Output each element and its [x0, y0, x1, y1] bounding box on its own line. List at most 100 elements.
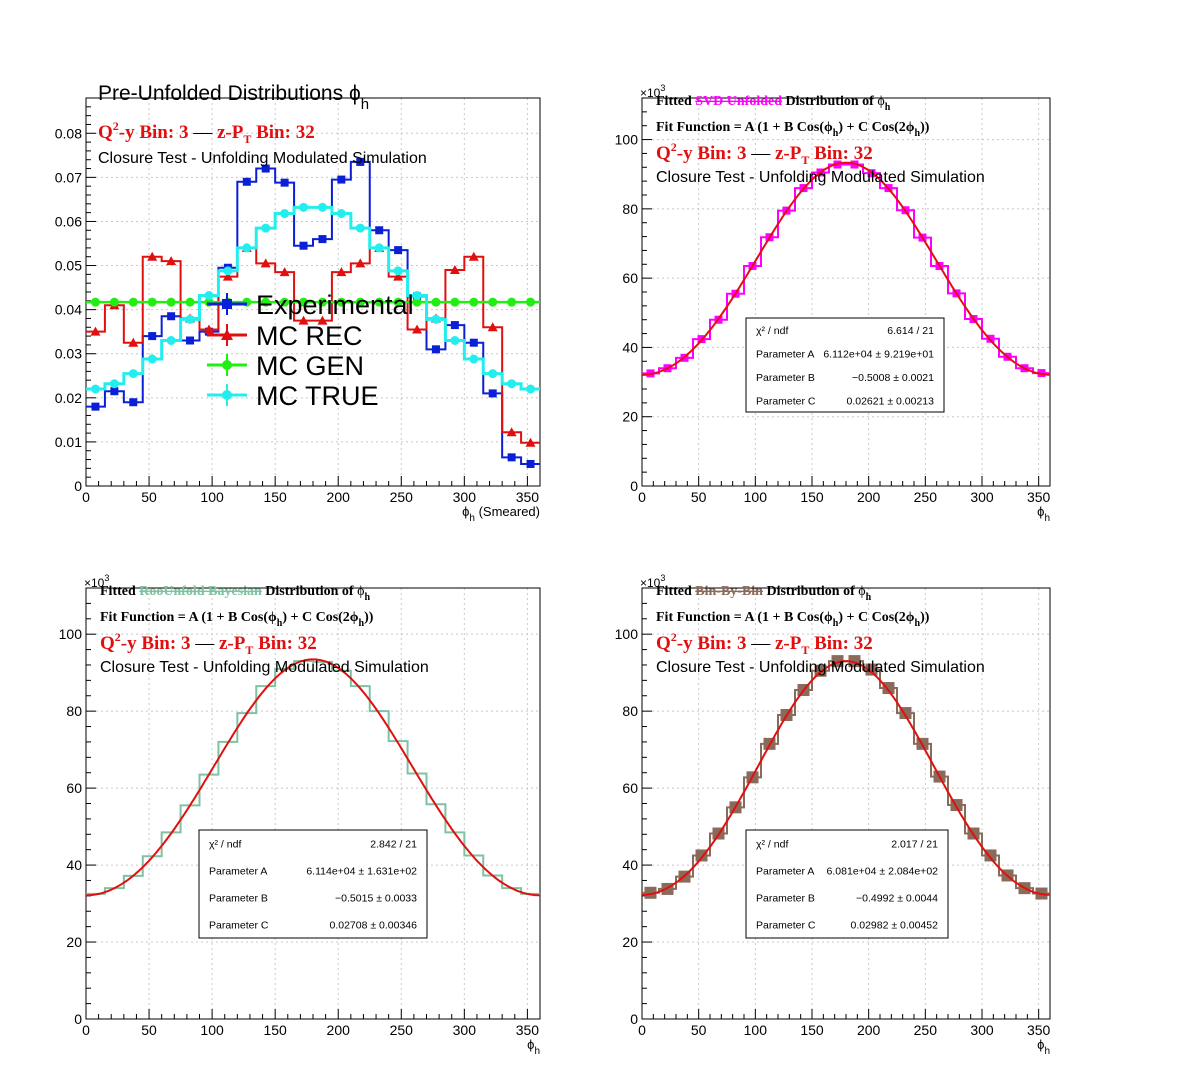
y-tick-label: 80 — [66, 703, 82, 719]
x-tick-label: 250 — [914, 1022, 938, 1038]
series-true-line — [86, 205, 540, 391]
fit-function-label: Fit Function = A (1 + B Cos(ϕh) + C Cos(… — [100, 610, 374, 629]
unfolded-point — [984, 849, 997, 862]
bin-label: Q2-y Bin: 3 — z-PT Bin: 32 — [98, 119, 315, 146]
panel-bin-by-bin: 0 50 100 150 200 250 300 350020406080100ϕh×103F… — [615, 573, 1051, 1057]
y-tick-label: 0.05 — [55, 258, 82, 274]
unfolded-histogram — [642, 163, 1050, 375]
stats-value: 0.02621 ± 0.00213 — [846, 395, 934, 407]
stats-value: 2.842 / 21 — [370, 839, 417, 851]
stats-box-frame — [198, 829, 428, 939]
chart-title: Fitted RooUnfold Bayesian Distribution o… — [100, 584, 370, 603]
stats-label: Parameter A — [756, 866, 814, 878]
series-gen-point — [526, 297, 536, 307]
x-tick-label: 100 — [200, 1022, 224, 1038]
y-tick-label: 80 — [622, 703, 638, 719]
series-rec-point — [355, 258, 366, 268]
unfolded-point — [644, 886, 657, 899]
stats-label: Parameter C — [756, 920, 816, 932]
x-axis-label: ϕh — [527, 1037, 540, 1057]
fit-curve — [641, 161, 1051, 376]
x-tick-label: 50 — [691, 489, 707, 505]
series-true-point — [128, 369, 138, 379]
stats-value: 6.614 / 21 — [887, 325, 934, 337]
y-tick-label: 0 — [630, 478, 638, 494]
series-true-point — [166, 336, 176, 345]
y-tick-label: 40 — [622, 857, 638, 873]
x-tick-label: 200 — [327, 1022, 351, 1038]
series-rec-point — [90, 326, 101, 336]
y-axis: 0 20 40 60 80 100 — [59, 587, 96, 1027]
stats-label: Parameter B — [756, 893, 815, 905]
x-axis: 0 50 100 150 200 250 300 350 — [638, 476, 1051, 505]
series-rec-line — [86, 246, 540, 444]
series-exp-point — [469, 338, 478, 347]
legend-marker — [222, 299, 232, 309]
series-true-point — [412, 291, 422, 301]
panel-pre-unfolded: 0 50 100 150 200 250 300 350 0 0.01 0.02 0.03 0.04 0.… — [55, 82, 541, 524]
y-axis-exponent: ×103 — [84, 573, 109, 590]
x-tick-label: 50 — [141, 1022, 157, 1038]
fit-stats-box: χ² / ndf 2.842 / 21 Parameter A 6.114e+04 ±… — [198, 829, 428, 939]
x-tick-label: 100 — [744, 1022, 768, 1038]
x-tick-label: 300 — [453, 489, 477, 505]
x-axis-label: ϕh — [1037, 504, 1050, 524]
series-group — [86, 157, 540, 468]
series-rec-point — [412, 324, 423, 334]
panel-bayesian-unfolded: 0 50 100 150 200 250 300 350020406080100ϕh×103F… — [59, 573, 541, 1057]
series-true-point — [526, 384, 536, 394]
series-rec-point — [487, 322, 498, 332]
series-rec-point — [468, 251, 479, 261]
chart-title: Pre-Unfolded Distributions ϕh — [98, 82, 369, 113]
series-gen-point — [393, 297, 403, 307]
series-rec-point — [317, 315, 328, 325]
series-true-point — [450, 336, 460, 345]
y-axis: 0 20 40 60 80 100 — [615, 97, 652, 494]
stats-label: Parameter C — [756, 395, 816, 407]
series-gen-point — [336, 297, 346, 307]
legend-marker — [221, 329, 233, 340]
series-gen-point — [412, 297, 422, 307]
y-tick-label: 100 — [59, 626, 83, 642]
stats-value: 6.081e+04 ± 2.084e+02 — [827, 866, 939, 878]
series-gen-point — [166, 297, 176, 307]
series-exp-point — [356, 157, 365, 166]
fit-function-label: Fit Function = A (1 + B Cos(ϕh) + C Cos(… — [656, 120, 930, 139]
x-tick-label: 300 — [453, 1022, 477, 1038]
grid-lines — [641, 588, 1050, 1020]
fit-function-label: Fit Function = A (1 + B Cos(ϕh) + C Cos(… — [656, 610, 930, 629]
series-exp-point — [299, 241, 308, 250]
stats-label: Parameter B — [756, 372, 815, 384]
y-tick-label: 0.02 — [55, 390, 82, 406]
fit-curve — [642, 660, 1050, 896]
stats-box-frame — [745, 829, 949, 939]
chart-title: Fitted Bin-By-Bin Distribution of ϕh — [656, 584, 872, 603]
series-rec-point — [393, 271, 404, 281]
series-exp-line — [86, 160, 540, 465]
x-tick-label: 150 — [263, 1022, 287, 1038]
series-exp-point — [91, 402, 100, 411]
stats-label: Parameter C — [209, 920, 269, 932]
x-tick-label: 200 — [327, 489, 351, 505]
series-exp-point — [507, 453, 516, 462]
y-tick-label: 60 — [66, 780, 82, 796]
x-tick-label: 50 — [691, 1022, 707, 1038]
stats-value: −0.5008 ± 0.0021 — [852, 372, 934, 384]
y-tick-label: 20 — [622, 409, 638, 425]
panel-svd-unfolded: 0 50 100 150 200 250 300 350020406080100ϕh×103F… — [615, 83, 1051, 524]
series-rec-point — [336, 267, 347, 277]
y-tick-label: 0.07 — [55, 169, 82, 185]
series-exp-point — [431, 345, 440, 354]
chart-subtitle: Closure Test - Unfolding Modulated Simul… — [98, 150, 427, 167]
y-tick-label: 100 — [615, 132, 639, 148]
x-tick-label: 50 — [141, 489, 157, 505]
x-tick-label: 100 — [200, 489, 224, 505]
legend-marker — [222, 360, 232, 370]
y-tick-label: 0.01 — [55, 434, 82, 450]
stats-value: −0.5015 ± 0.0033 — [335, 893, 417, 905]
y-tick-label: 20 — [622, 934, 638, 950]
x-tick-label: 200 — [857, 1022, 881, 1038]
series-group — [86, 660, 540, 895]
stats-value: 0.02708 ± 0.00346 — [329, 920, 417, 932]
